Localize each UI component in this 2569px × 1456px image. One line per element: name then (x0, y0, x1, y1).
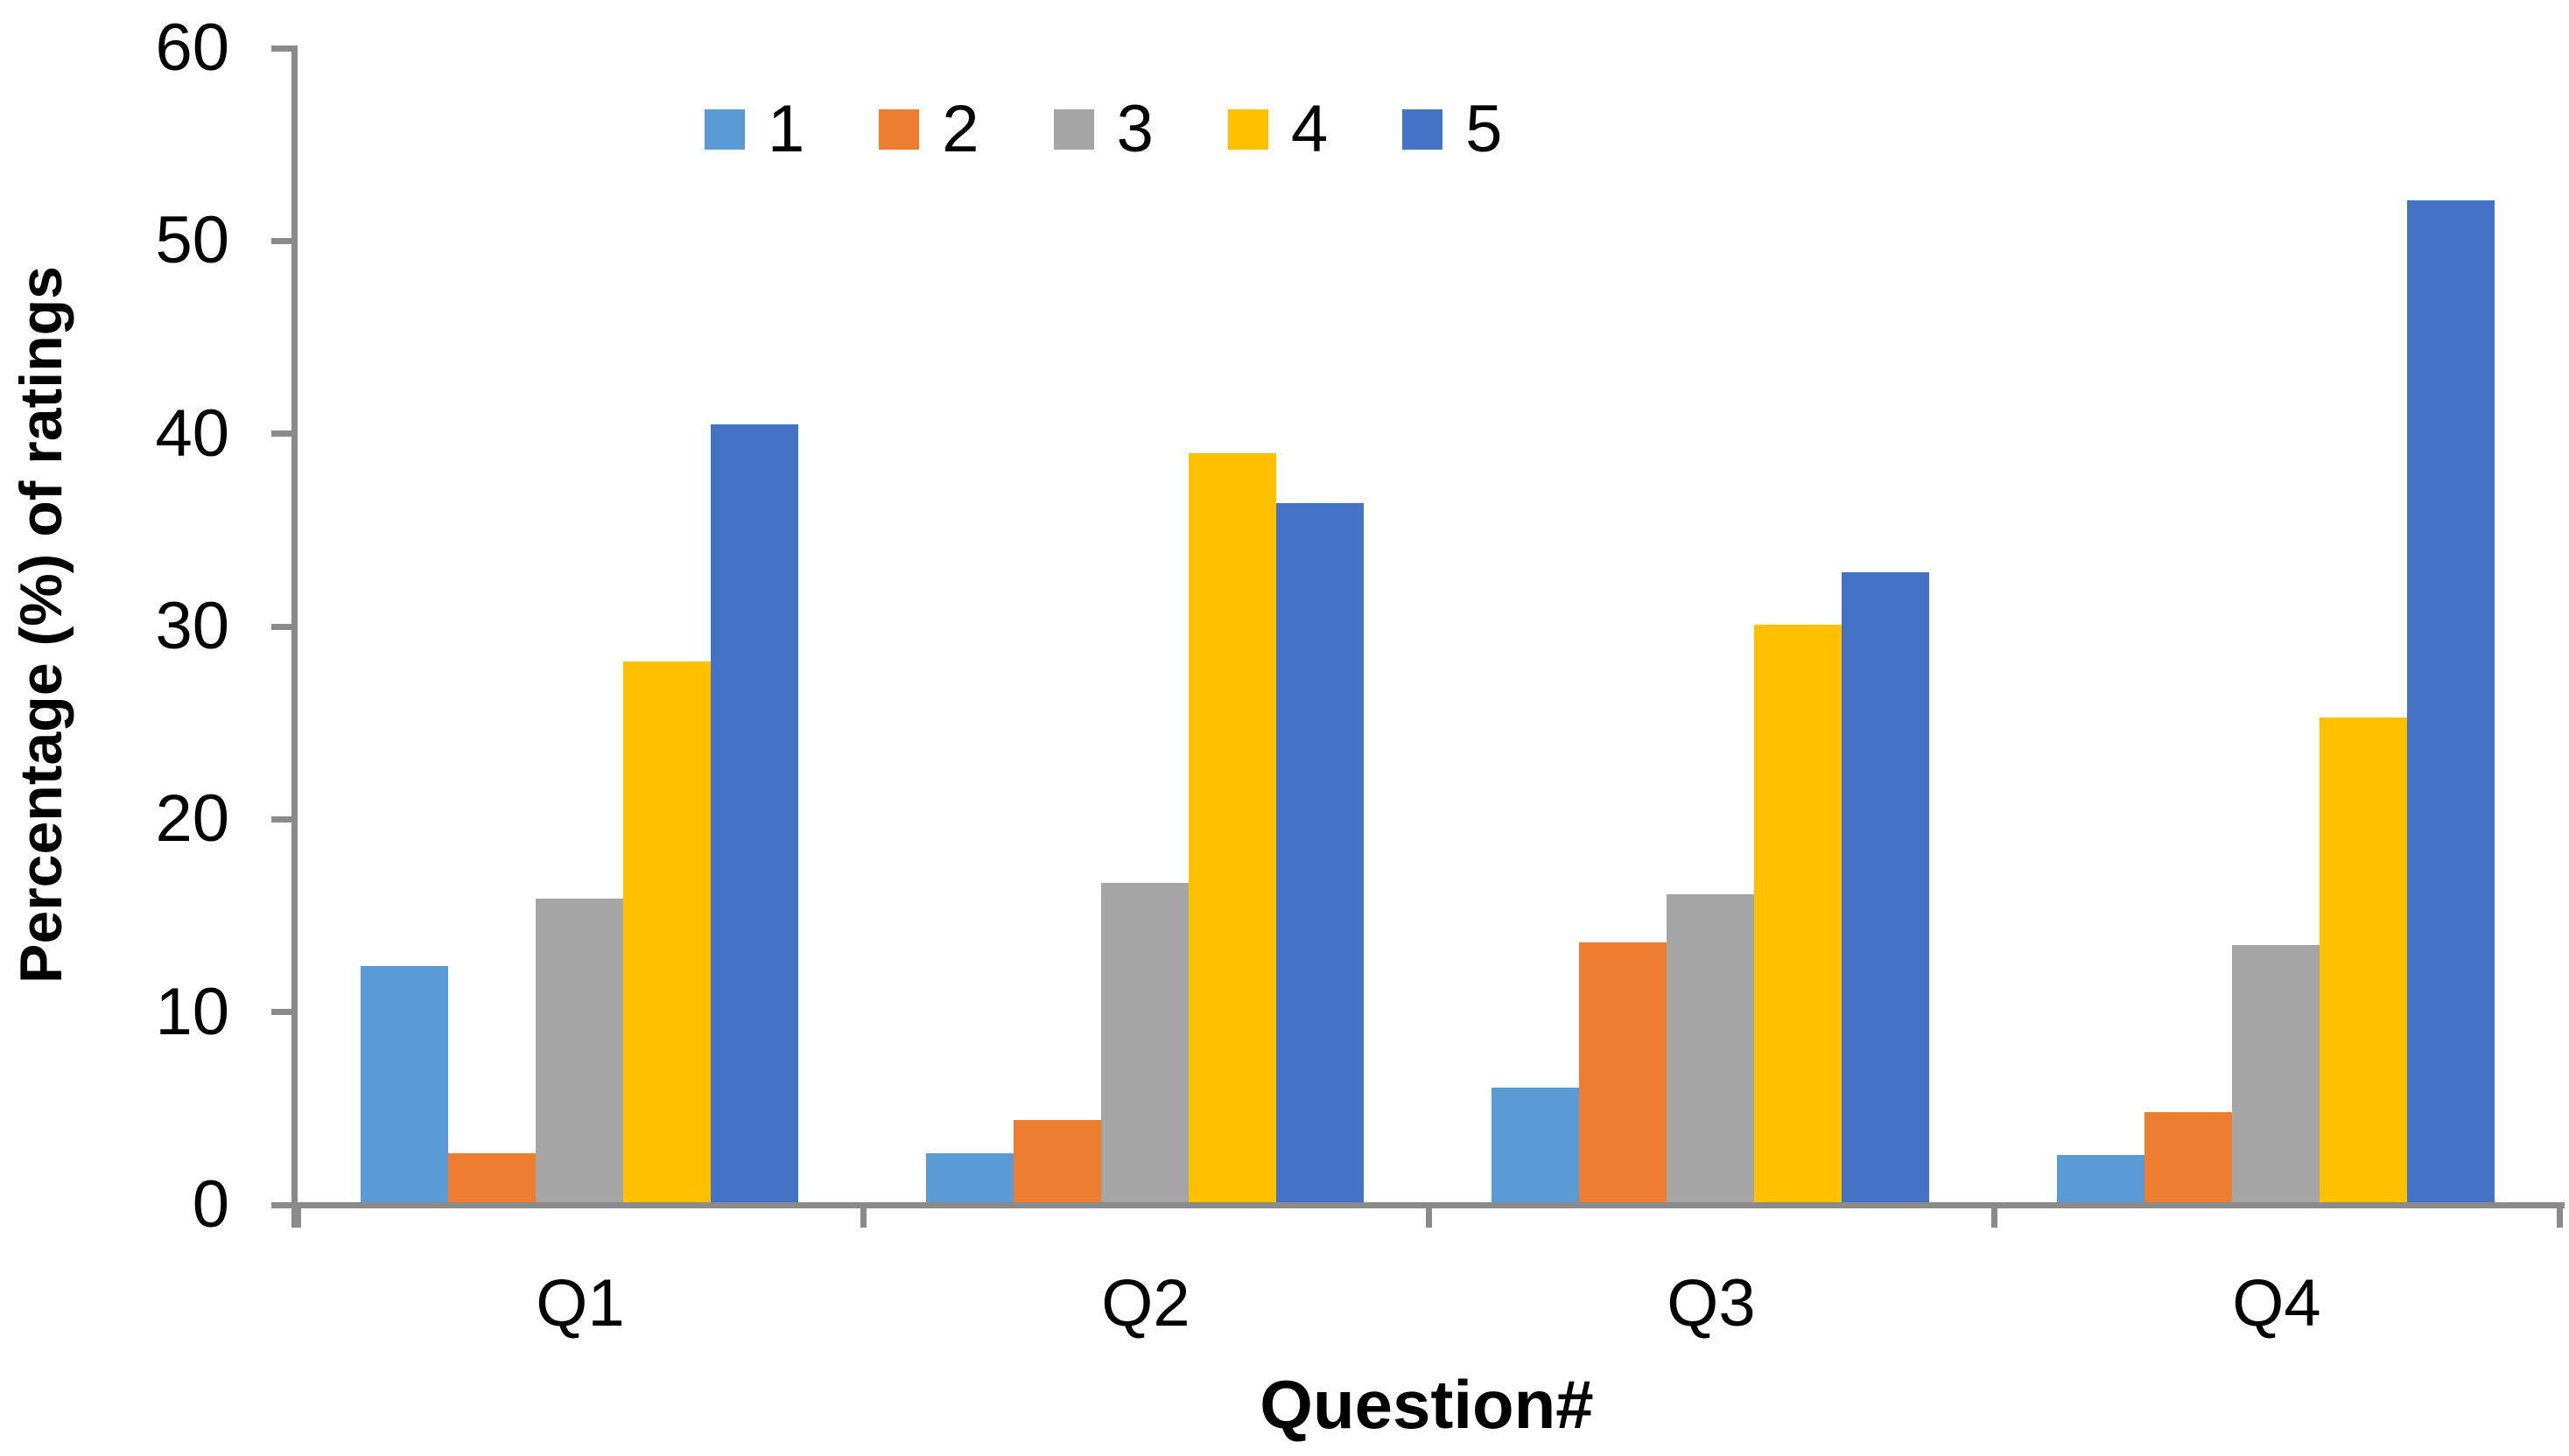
legend-swatch-5 (1402, 109, 1443, 150)
bar-q2-series-2 (1014, 1120, 1101, 1205)
x-axis-line (291, 1201, 2565, 1208)
legend-label-2: 2 (942, 92, 979, 166)
bar-q4-series-4 (2320, 718, 2407, 1205)
y-axis-tick (271, 1009, 298, 1016)
bar-q4-series-5 (2407, 200, 2495, 1205)
x-axis-category-label: Q2 (1101, 1266, 1190, 1340)
bar-q2-series-5 (1276, 503, 1364, 1205)
legend-label-4: 4 (1290, 92, 1329, 166)
y-axis-tick-label: 60 (155, 10, 229, 85)
bar-q1-series-3 (536, 899, 623, 1205)
bar-q4-series-1 (2057, 1155, 2144, 1205)
bar-q3-series-3 (1667, 894, 1754, 1205)
x-axis-title: Question# (1260, 1366, 1594, 1443)
legend-label-5: 5 (1465, 92, 1503, 166)
y-axis-tick (271, 45, 298, 52)
x-axis-tick (1990, 1205, 1997, 1228)
x-axis-tick (1425, 1205, 1432, 1228)
x-axis-tick (2556, 1205, 2563, 1228)
y-axis-line (291, 46, 298, 1228)
bar-q3-series-5 (1842, 572, 1929, 1205)
x-axis-tick (294, 1205, 301, 1228)
legend-swatch-4 (1227, 109, 1268, 150)
y-axis-title: Percentage (%) of ratings (8, 266, 74, 984)
bar-q4-series-3 (2232, 945, 2320, 1205)
legend-item-1: 1 (705, 96, 804, 163)
y-axis-tick-label: 20 (155, 781, 229, 857)
bar-q2-series-3 (1101, 883, 1189, 1205)
y-axis-tick (271, 1201, 298, 1208)
bar-q1-series-1 (361, 966, 448, 1205)
legend-item-4: 4 (1227, 92, 1329, 166)
bar-q3-series-2 (1579, 942, 1667, 1205)
bar-q1-series-5 (711, 424, 798, 1205)
legend-label-3: 3 (1116, 92, 1154, 166)
y-axis-tick-label: 30 (155, 589, 229, 663)
y-axis-tick (271, 623, 298, 630)
y-axis-tick-label: 50 (155, 203, 229, 278)
bar-q1-series-2 (448, 1153, 536, 1205)
x-axis-category-label: Q3 (1667, 1266, 1756, 1340)
bar-q1-series-4 (623, 662, 711, 1205)
legend-item-5: 5 (1402, 96, 1502, 163)
bar-q3-series-1 (1492, 1088, 1579, 1205)
legend-swatch-1 (705, 109, 745, 150)
bar-q4-series-2 (2144, 1112, 2232, 1205)
legend-item-3: 3 (1053, 92, 1154, 166)
y-axis-tick (271, 816, 298, 822)
y-axis-tick (271, 237, 298, 244)
y-axis-tick-label: 10 (155, 974, 229, 1049)
y-axis-tick (271, 430, 298, 438)
y-axis-tick-label: 40 (155, 396, 229, 471)
bar-q2-series-4 (1189, 453, 1276, 1205)
y-axis-tick-label: 0 (192, 1167, 229, 1242)
x-axis-category-label: Q4 (2232, 1266, 2321, 1340)
x-axis-tick (860, 1205, 867, 1228)
legend-swatch-2 (879, 109, 920, 150)
legend-swatch-3 (1053, 109, 1094, 150)
x-axis-category-label: Q1 (536, 1266, 625, 1340)
legend-label-1: 1 (768, 92, 805, 166)
bar-q2-series-1 (926, 1153, 1014, 1205)
bar-q3-series-4 (1754, 625, 1842, 1205)
legend-item-2: 2 (879, 96, 979, 163)
